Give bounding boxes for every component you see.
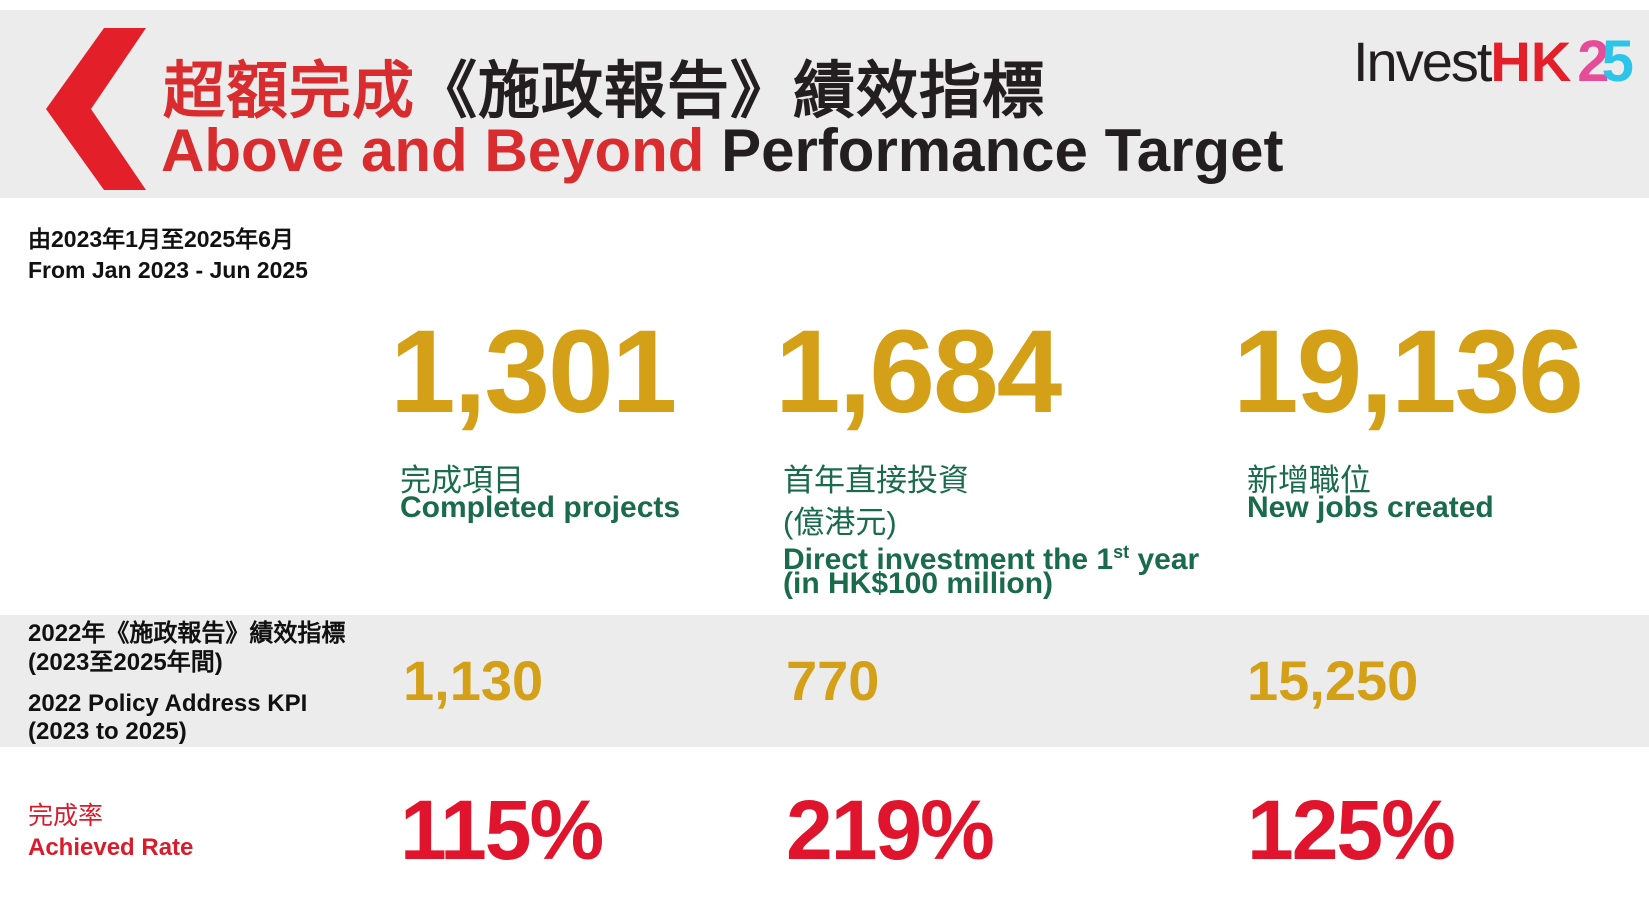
metric-completed-projects-value: 1,301 xyxy=(390,306,677,438)
investhk-25-logo: InvestHK 25 xyxy=(1353,28,1634,94)
metric-completed-projects-label-en: Completed projects xyxy=(400,491,681,524)
metric-direct-investment-label-en-unit: (in HK$100 million) xyxy=(783,567,1054,600)
rate-new-jobs: 125% xyxy=(1247,783,1456,877)
kpi-direct-investment: 770 xyxy=(786,649,880,712)
metric-new-jobs-label-zh: 新增職位 xyxy=(1247,463,1371,498)
logo-digit-2: 2 xyxy=(1577,29,1610,94)
reporting-period: 由2023年1月至2025年6月 From Jan 2023 - Jun 202… xyxy=(28,224,308,286)
kpi-band xyxy=(0,615,1649,747)
title-zh-highlight: 超額完成 xyxy=(163,57,416,126)
kpi-label-zh: 2022年《施政報告》績效指標 xyxy=(28,620,346,647)
kpi-label-en: 2022 Policy Address KPI xyxy=(28,690,308,717)
achieved-rate-label-en: Achieved Rate xyxy=(28,834,194,861)
metric-new-jobs-value: 19,136 xyxy=(1233,306,1584,438)
title-en-rest: Performance Target xyxy=(721,117,1284,184)
metric-direct-investment-label-en: Direct investment the 1st year xyxy=(783,542,1200,576)
kpi-completed-projects: 1,130 xyxy=(403,649,544,712)
achieved-rate-label-zh: 完成率 xyxy=(28,802,104,830)
chevron-left-icon xyxy=(46,28,146,190)
logo-digit-5: 5 xyxy=(1601,29,1634,94)
metric-direct-investment-label-zh: 首年直接投資 xyxy=(783,463,969,498)
page-title-zh: 超額完成《施政報告》績效指標 xyxy=(163,40,1045,130)
kpi-label-zh-period: (2023至2025年間) xyxy=(28,649,223,676)
period-en: From Jan 2023 - Jun 2025 xyxy=(28,257,308,283)
kpi-label-en-period: (2023 to 2025) xyxy=(28,718,187,745)
metric-direct-investment-value: 1,684 xyxy=(775,306,1062,438)
header-band xyxy=(0,10,1649,198)
metric-direct-investment-label-zh-unit: (億港元) xyxy=(783,505,897,540)
metric-completed-projects-label-zh: 完成項目 xyxy=(400,463,524,498)
period-zh: 由2023年1月至2025年6月 xyxy=(28,226,294,252)
logo-hk-text: HK xyxy=(1490,30,1572,93)
metric-new-jobs-label-en: New jobs created xyxy=(1247,491,1494,524)
rate-completed-projects: 115% xyxy=(400,783,604,877)
rate-direct-investment: 219% xyxy=(786,783,995,877)
title-zh-rest: 《施政報告》績效指標 xyxy=(415,57,1046,126)
page-title-en: Above and Beyond Performance Target xyxy=(161,116,1284,185)
logo-invest-text: Invest xyxy=(1353,30,1492,93)
kpi-new-jobs: 15,250 xyxy=(1247,649,1419,712)
title-en-highlight: Above and Beyond xyxy=(161,117,705,184)
